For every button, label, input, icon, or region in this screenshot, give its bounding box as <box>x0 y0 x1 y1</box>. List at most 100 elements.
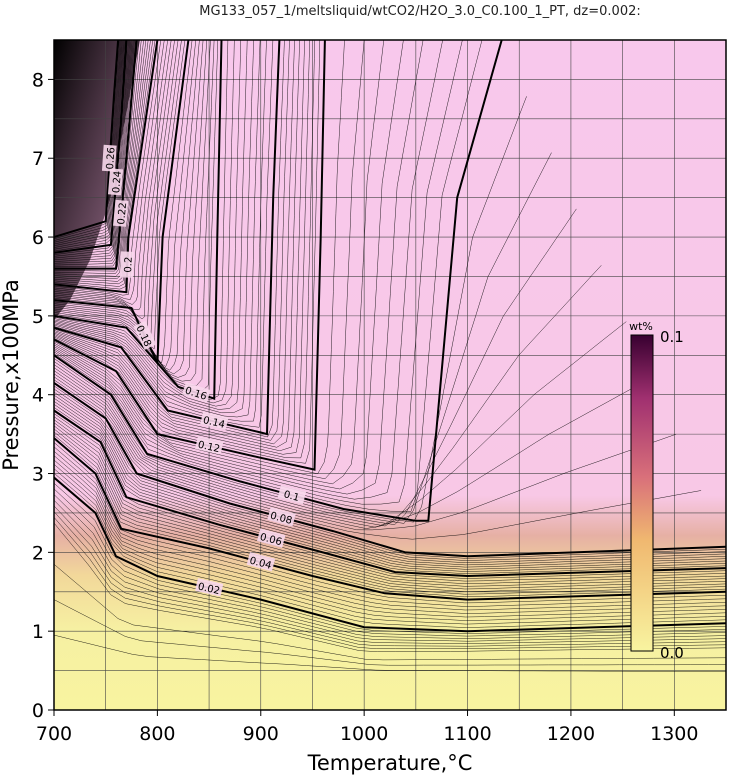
grid <box>54 40 726 710</box>
minor-contour-line <box>54 40 175 320</box>
minor-contour-line <box>54 428 726 592</box>
minor-contour-line <box>54 40 154 287</box>
minor-contour-line <box>54 40 483 512</box>
minor-contour-line <box>54 96 527 523</box>
minor-contour-line <box>54 265 602 527</box>
y-tick-label: 1 <box>32 621 44 643</box>
minor-contour-line <box>54 40 204 375</box>
minor-contour-line <box>54 40 254 414</box>
minor-contour-line <box>54 40 443 500</box>
contour-line <box>54 40 281 436</box>
contour-line <box>54 40 326 471</box>
minor-contour-line <box>54 388 726 561</box>
minor-contour-line <box>54 488 726 637</box>
minor-contour-line <box>54 40 321 464</box>
minor-contour-line <box>54 40 215 386</box>
x-tick-label: 900 <box>243 723 279 745</box>
svg-text:0.2: 0.2 <box>123 257 135 273</box>
minor-contour-line <box>54 40 261 418</box>
minor-contour-line <box>54 321 627 528</box>
minor-contour-line <box>54 511 726 647</box>
contour-label: 0.14 <box>200 411 229 431</box>
minor-contour-line <box>54 40 248 410</box>
minor-contour-line <box>54 419 726 584</box>
y-tick-label: 0 <box>32 700 44 722</box>
minor-contour-line <box>54 40 295 445</box>
minor-contour-line <box>54 40 140 272</box>
contour-line <box>54 40 190 364</box>
minor-contour-line <box>54 40 290 441</box>
y-axis-label: Pressure,x100MPa <box>0 279 23 471</box>
contour-label: 0.24 <box>107 168 124 196</box>
minor-contour-line <box>54 40 300 448</box>
minor-contour-line <box>54 40 424 495</box>
contour-label: 0.22 <box>113 199 129 227</box>
minor-contour-line <box>54 40 365 480</box>
colorbar-min-label: 0.0 <box>660 644 684 662</box>
minor-contour-line <box>54 40 179 329</box>
minor-contour-line <box>54 425 726 590</box>
x-axis-label: Temperature,°C <box>307 751 473 775</box>
contour-label: 0.2 <box>119 251 135 278</box>
minor-contour-line <box>54 451 726 611</box>
contour-label: 0.26 <box>101 144 118 172</box>
x-tick-label: 800 <box>139 723 175 745</box>
y-tick-label: 8 <box>32 69 44 91</box>
minor-contour-line <box>54 376 677 531</box>
minor-contour-line <box>54 422 726 587</box>
x-tick-label: 1000 <box>340 723 388 745</box>
minor-contour-line <box>54 397 726 568</box>
minor-contour-line <box>54 40 345 475</box>
x-tick-label: 1300 <box>650 723 698 745</box>
colorbar-max-label: 0.1 <box>660 328 684 346</box>
minor-contour-line <box>54 40 156 290</box>
minor-contour-line <box>54 401 726 570</box>
svg-text:0.12: 0.12 <box>197 440 221 456</box>
minor-contour-line <box>54 40 142 274</box>
colorbar-unit: wt% <box>629 320 653 333</box>
y-tick-label: 2 <box>32 542 44 564</box>
minor-contour-line <box>54 442 726 604</box>
minor-contour-line <box>54 40 172 310</box>
minor-contour-line <box>54 40 144 277</box>
minor-contour-line <box>54 500 726 642</box>
minor-contour-line <box>54 208 577 525</box>
svg-text:0.1: 0.1 <box>282 489 300 504</box>
svg-text:0.22: 0.22 <box>116 202 129 225</box>
y-tick-label: 7 <box>32 148 44 170</box>
minor-contour-line <box>54 379 702 540</box>
minor-contour-line <box>54 416 726 582</box>
minor-contour-line <box>54 40 229 400</box>
minor-contour-line <box>54 40 305 452</box>
axis-ticks: 700 800 900 1000 1100 1200 1300 0 1 2 3 4 5 6 7 8 <box>32 69 699 745</box>
minor-contour-line <box>54 40 267 422</box>
minor-contour-line <box>54 455 726 614</box>
svg-text:0.24: 0.24 <box>111 170 124 193</box>
x-tick-label: 700 <box>36 723 72 745</box>
minor-contour-line <box>54 404 726 572</box>
minor-contour-line <box>54 40 197 367</box>
minor-contour-line <box>54 40 242 407</box>
minor-contour-line <box>54 634 726 672</box>
minor-contour-line <box>54 483 726 634</box>
colorbar-gradient <box>630 334 654 652</box>
minor-contour-line <box>54 505 726 644</box>
minor-contour-line <box>54 494 726 639</box>
minor-contour-line <box>54 40 147 280</box>
minor-contour-line <box>54 446 726 607</box>
minor-contour-line <box>54 40 151 285</box>
minor-contour-line <box>54 40 149 282</box>
minor-contour-line <box>54 564 726 661</box>
y-tick-label: 6 <box>32 227 44 249</box>
chart-title: MG133_057_1/meltsliquid/wtCO2/H2O_3.0_C0… <box>199 4 641 19</box>
svg-text:0.02: 0.02 <box>197 581 221 597</box>
minor-contour-line <box>54 599 726 666</box>
minor-contour-line <box>54 40 235 404</box>
minor-contour-line <box>54 40 385 485</box>
minor-contour-line <box>54 407 726 574</box>
minor-contour-line <box>54 413 726 579</box>
minor-contour-line <box>54 391 726 563</box>
plot-frame <box>53 39 727 711</box>
minor-contour-line <box>54 40 162 296</box>
x-tick-label: 1100 <box>443 723 491 745</box>
